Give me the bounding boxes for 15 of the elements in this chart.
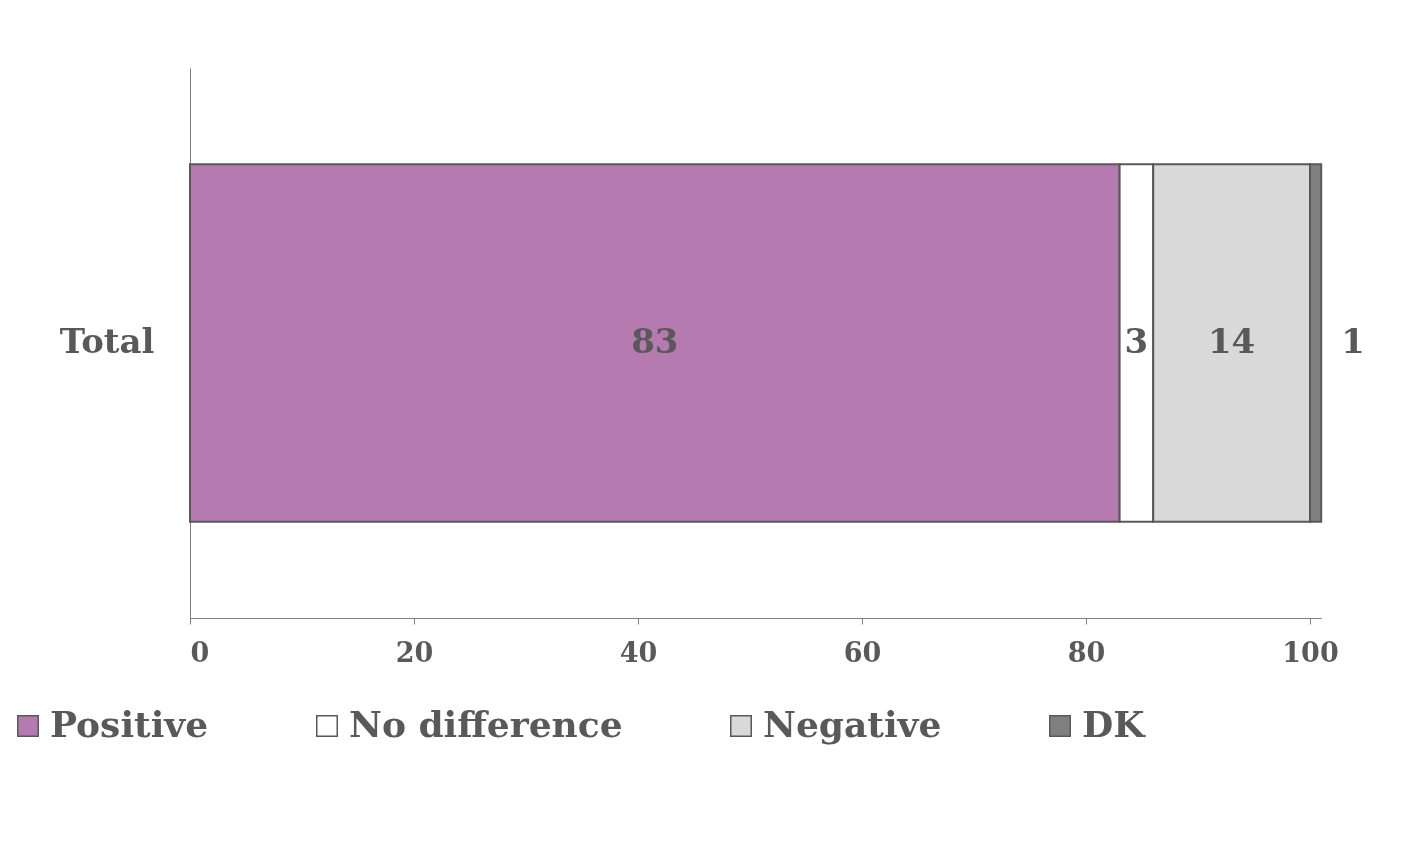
x-tick-label: 80	[1067, 636, 1106, 668]
x-tick-label: 40	[619, 636, 658, 668]
data-label: 3	[1124, 321, 1149, 361]
legend-label: Positive	[50, 703, 209, 745]
legend-label: No difference	[349, 703, 623, 745]
legend-label: Negative	[763, 703, 942, 745]
data-label: 1	[1341, 321, 1365, 361]
x-tick-label: 0	[190, 636, 210, 668]
x-tick-label: 20	[395, 636, 434, 668]
legend-label: DK	[1082, 703, 1147, 745]
x-tick-label: 100	[1282, 636, 1339, 668]
x-tick-label: 60	[843, 636, 882, 668]
data-label: 83	[631, 321, 679, 361]
y-tick-label: Total	[59, 321, 155, 361]
data-label: 14	[1207, 321, 1256, 361]
